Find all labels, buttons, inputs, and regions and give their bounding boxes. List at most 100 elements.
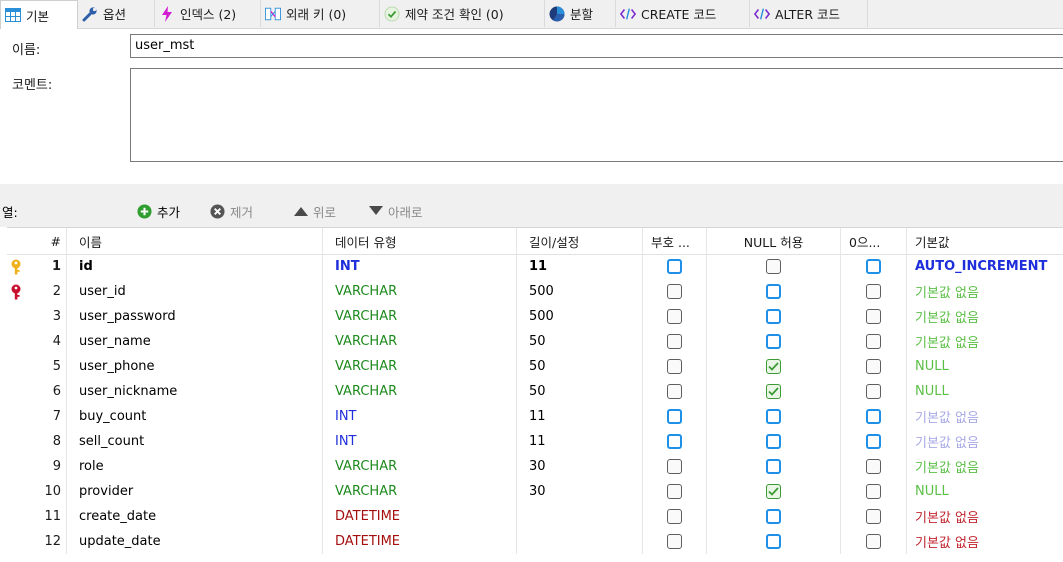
checkbox[interactable] — [866, 459, 881, 474]
table-row[interactable]: 6 user_nickname VARCHAR 50 NULL — [7, 379, 1063, 404]
checked-checkbox[interactable] — [766, 384, 781, 399]
unsigned-cell[interactable] — [643, 504, 707, 529]
move-down-button[interactable]: 아래로 — [369, 195, 423, 227]
checkbox[interactable] — [766, 534, 781, 549]
unsigned-cell[interactable] — [643, 329, 707, 354]
table-row[interactable]: 1 id INT 11 AUTO_INCREMENT — [7, 254, 1063, 279]
default-value-cell[interactable]: 기본값 없음 — [915, 411, 979, 426]
default-value-cell[interactable]: 기본값 없음 — [915, 536, 979, 551]
length-cell[interactable]: 11 — [517, 429, 643, 454]
checkbox[interactable] — [866, 284, 881, 299]
unsigned-cell[interactable] — [643, 429, 707, 454]
allow-null-cell[interactable] — [707, 504, 841, 529]
default-value-cell[interactable]: 기본값 없음 — [915, 336, 979, 351]
checkbox[interactable] — [766, 284, 781, 299]
allow-null-cell[interactable] — [707, 429, 841, 454]
checkbox[interactable] — [667, 259, 682, 274]
checkbox[interactable] — [766, 259, 781, 274]
column-name-cell[interactable]: id — [67, 254, 323, 279]
checkbox[interactable] — [866, 384, 881, 399]
add-column-button[interactable]: 추가 — [137, 195, 180, 227]
checkbox[interactable] — [766, 309, 781, 324]
checkbox[interactable] — [766, 409, 781, 424]
default-value-cell[interactable]: NULL — [915, 359, 949, 374]
unsigned-cell[interactable] — [643, 304, 707, 329]
table-row[interactable]: 4 user_name VARCHAR 50 기본값 없음 — [7, 329, 1063, 354]
table-row[interactable]: 9 role VARCHAR 30 기본값 없음 — [7, 454, 1063, 479]
table-row[interactable]: 2 user_id VARCHAR 500 기본값 없음 — [7, 279, 1063, 304]
zerofill-cell[interactable] — [841, 254, 907, 279]
zerofill-cell[interactable] — [841, 404, 907, 429]
allow-null-cell[interactable] — [707, 279, 841, 304]
allow-null-cell[interactable] — [707, 379, 841, 404]
unsigned-cell[interactable] — [643, 354, 707, 379]
table-name-input[interactable]: user_mst — [130, 34, 1063, 58]
default-value-cell[interactable]: AUTO_INCREMENT — [915, 259, 1048, 274]
table-row[interactable]: 12 update_date DATETIME 기본값 없음 — [7, 529, 1063, 554]
length-cell[interactable] — [517, 504, 643, 529]
default-value-cell[interactable]: 기본값 없음 — [915, 436, 979, 451]
unsigned-cell[interactable] — [643, 529, 707, 554]
tab-basic[interactable]: 기본 — [0, 0, 78, 29]
data-type-cell[interactable]: VARCHAR — [323, 354, 517, 379]
data-type-cell[interactable]: DATETIME — [323, 529, 517, 554]
checkbox[interactable] — [667, 384, 682, 399]
column-name-cell[interactable]: create_date — [67, 504, 323, 529]
length-cell[interactable]: 500 — [517, 279, 643, 304]
zerofill-cell[interactable] — [841, 454, 907, 479]
table-row[interactable]: 11 create_date DATETIME 기본값 없음 — [7, 504, 1063, 529]
column-name-cell[interactable]: role — [67, 454, 323, 479]
checkbox[interactable] — [866, 309, 881, 324]
length-cell[interactable]: 500 — [517, 304, 643, 329]
column-name-cell[interactable]: buy_count — [67, 404, 323, 429]
data-type-cell[interactable]: INT — [323, 404, 517, 429]
data-type-cell[interactable]: VARCHAR — [323, 454, 517, 479]
default-value-cell[interactable]: 기본값 없음 — [915, 311, 979, 326]
column-name-cell[interactable]: user_password — [67, 304, 323, 329]
allow-null-cell[interactable] — [707, 529, 841, 554]
checkbox[interactable] — [667, 509, 682, 524]
length-cell[interactable]: 30 — [517, 454, 643, 479]
data-type-cell[interactable]: INT — [323, 429, 517, 454]
checkbox[interactable] — [866, 409, 881, 424]
checkbox[interactable] — [866, 534, 881, 549]
checkbox[interactable] — [866, 434, 881, 449]
length-cell[interactable]: 50 — [517, 354, 643, 379]
checkbox[interactable] — [667, 459, 682, 474]
checkbox[interactable] — [766, 434, 781, 449]
column-name-cell[interactable]: provider — [67, 479, 323, 504]
zerofill-cell[interactable] — [841, 479, 907, 504]
data-type-cell[interactable]: INT — [323, 254, 517, 279]
header-length[interactable]: 길이/설정 — [517, 228, 643, 254]
default-value-cell[interactable]: 기본값 없음 — [915, 461, 979, 476]
allow-null-cell[interactable] — [707, 479, 841, 504]
tab-check-constraints[interactable]: 제약 조건 확인 (0) — [380, 0, 545, 27]
unsigned-cell[interactable] — [643, 254, 707, 279]
unsigned-cell[interactable] — [643, 479, 707, 504]
default-value-cell[interactable]: NULL — [915, 384, 949, 399]
default-value-cell[interactable]: NULL — [915, 484, 949, 499]
tab-create-code[interactable]: CREATE 코드 — [616, 0, 750, 27]
default-value-cell[interactable]: 기본값 없음 — [915, 286, 979, 301]
checkbox[interactable] — [667, 334, 682, 349]
header-data-type[interactable]: 데이터 유형 — [323, 228, 517, 254]
remove-column-button[interactable]: 제거 — [210, 195, 253, 227]
tab-foreign-keys[interactable]: 외래 키 (0) — [261, 0, 380, 27]
tab-alter-code[interactable]: ALTER 코드 — [750, 0, 868, 27]
checkbox[interactable] — [667, 284, 682, 299]
checkbox[interactable] — [667, 434, 682, 449]
splitter[interactable] — [0, 184, 1063, 195]
table-row[interactable]: 3 user_password VARCHAR 500 기본값 없음 — [7, 304, 1063, 329]
data-type-cell[interactable]: VARCHAR — [323, 329, 517, 354]
tab-indexes[interactable]: 인덱스 (2) — [155, 0, 261, 27]
checkbox[interactable] — [766, 334, 781, 349]
table-row[interactable]: 8 sell_count INT 11 기본값 없음 — [7, 429, 1063, 454]
header-zerofill[interactable]: 0으... — [841, 228, 907, 254]
header-default[interactable]: 기본값 — [915, 234, 950, 250]
checkbox[interactable] — [866, 509, 881, 524]
checkbox[interactable] — [766, 459, 781, 474]
unsigned-cell[interactable] — [643, 279, 707, 304]
zerofill-cell[interactable] — [841, 354, 907, 379]
unsigned-cell[interactable] — [643, 454, 707, 479]
tab-partitions[interactable]: 분할 — [545, 0, 616, 27]
